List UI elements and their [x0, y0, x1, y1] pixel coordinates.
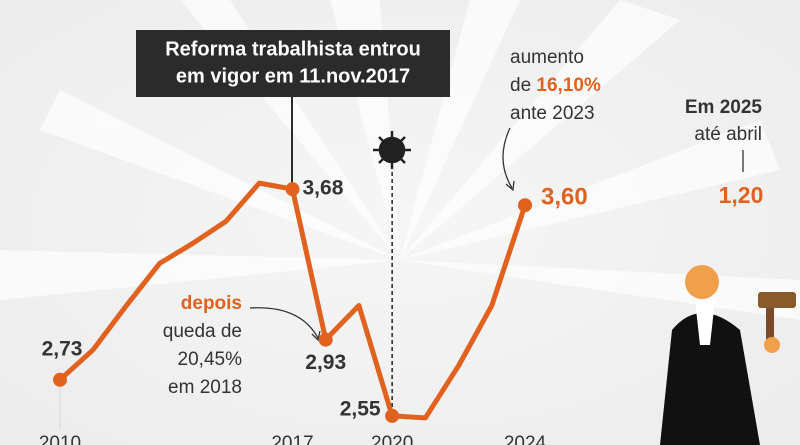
note-text: até abril	[694, 124, 762, 145]
callout-text: em vigor em 11.nov.2017	[176, 65, 410, 87]
note-text: queda de	[163, 321, 242, 342]
judge-illustration	[660, 265, 796, 445]
note-title: Em 2025	[685, 97, 763, 118]
x-tick-label: 2010	[39, 433, 81, 445]
note-arrow	[502, 127, 513, 189]
virus-icon	[373, 131, 411, 169]
note-arrow	[311, 330, 321, 342]
point	[53, 372, 67, 387]
note-text: depois	[181, 293, 242, 314]
note-arrow	[505, 180, 515, 192]
x-tick-label: 2020	[371, 433, 413, 445]
note-text: de 16,10%	[510, 75, 601, 96]
callout-text: Reforma trabalhista entrou	[165, 38, 421, 60]
note-text: ante 2023	[510, 103, 595, 124]
data-label: 2,55	[340, 397, 381, 420]
point	[318, 332, 333, 347]
note-value: 1,20	[719, 182, 764, 208]
callout-box	[136, 30, 450, 97]
note-arrow	[249, 307, 319, 339]
note-text: de	[510, 75, 531, 96]
data-label: 3,60	[541, 184, 588, 211]
note-text: aumento	[510, 47, 584, 68]
note-text: em 2018	[168, 377, 242, 398]
data-label: 2,73	[42, 337, 83, 360]
data-label: 2,93	[305, 351, 346, 374]
data-label: 3,68	[303, 177, 344, 200]
x-tick-label: 2024	[504, 433, 547, 445]
x-tick-label: 2017	[271, 433, 313, 445]
point	[285, 182, 300, 197]
note-highlight: 16,10%	[536, 75, 601, 96]
point	[518, 198, 532, 213]
point	[385, 408, 400, 423]
note-text: 20,45%	[178, 349, 243, 370]
